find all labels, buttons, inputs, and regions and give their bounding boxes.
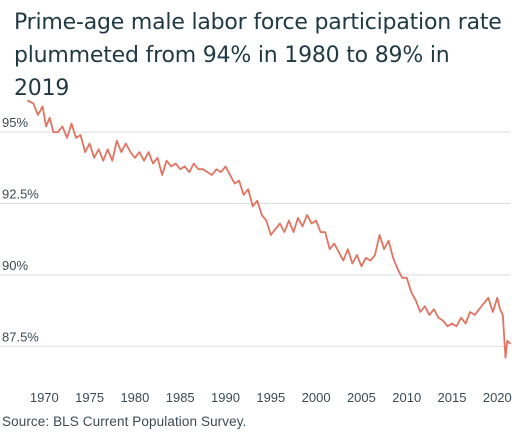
- x-tick-label: 2000: [302, 390, 331, 405]
- series-line: [27, 99, 511, 359]
- x-tick-label: 2020: [483, 390, 512, 405]
- y-axis-ticks: 87.5% 90% 92.5% 95%: [2, 115, 39, 344]
- x-tick-label: 1980: [120, 390, 149, 405]
- x-tick-label: 2015: [438, 390, 467, 405]
- x-axis-ticks: 1970 1975 1980 1985 1990 1995 2000 2005 2010 2015…: [30, 390, 512, 405]
- x-tick-label: 2010: [392, 390, 421, 405]
- x-tick-label: 1975: [75, 390, 104, 405]
- x-tick-label: 1970: [30, 390, 59, 405]
- x-tick-label: 2005: [347, 390, 376, 405]
- chart-title: Prime-age male labor force participation…: [14, 10, 502, 101]
- x-tick-label: 1995: [256, 390, 285, 405]
- y-tick-label: 90%: [2, 258, 28, 273]
- y-tick-label: 92.5%: [2, 187, 39, 202]
- series-layer: [27, 99, 511, 359]
- source-note: Source: BLS Current Population Survey.: [2, 414, 247, 429]
- y-tick-label: 87.5%: [2, 329, 39, 344]
- gridlines: [0, 131, 510, 347]
- x-tick-label: 1990: [211, 390, 240, 405]
- y-tick-label: 95%: [2, 115, 28, 130]
- x-tick-label: 1985: [166, 390, 195, 405]
